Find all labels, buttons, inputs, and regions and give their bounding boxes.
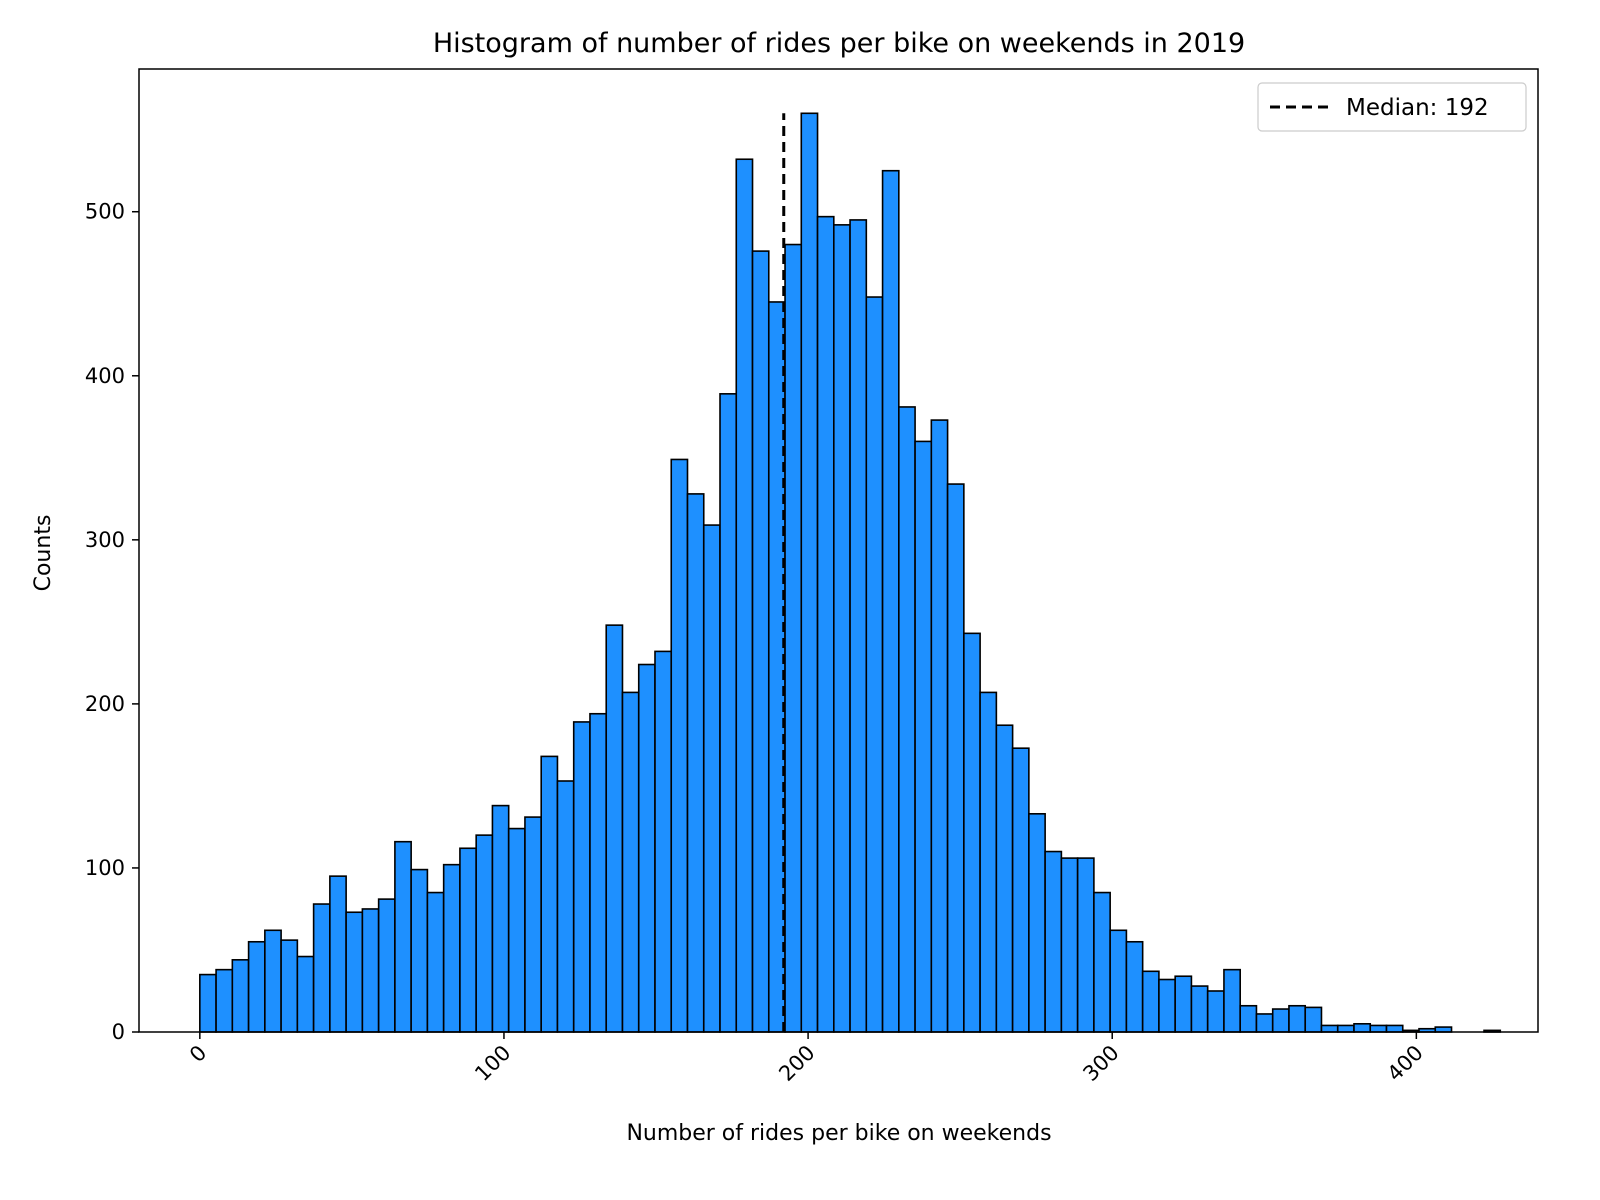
histogram-bar bbox=[1028, 813, 1046, 1033]
histogram-bar bbox=[589, 712, 608, 1033]
histogram-bar bbox=[426, 891, 445, 1033]
histogram-bar bbox=[377, 898, 396, 1033]
y-tick-label: 400 bbox=[85, 364, 125, 388]
histogram-bar bbox=[329, 875, 347, 1033]
histogram-bar bbox=[914, 440, 933, 1033]
histogram-bar bbox=[1288, 1004, 1307, 1033]
histogram-bar bbox=[199, 973, 217, 1033]
legend-median-label: Median: 192 bbox=[1346, 95, 1489, 121]
histogram-bar bbox=[849, 219, 868, 1033]
histogram-bar bbox=[1223, 968, 1241, 1033]
histogram-bar bbox=[215, 968, 234, 1033]
histogram-bar bbox=[1044, 850, 1063, 1033]
histogram-bar bbox=[1174, 975, 1193, 1033]
histogram-bar bbox=[1320, 1024, 1339, 1033]
histogram-bar bbox=[1353, 1022, 1372, 1033]
histogram-bar bbox=[1271, 1008, 1290, 1033]
histogram-bar bbox=[605, 624, 624, 1033]
histogram-bar bbox=[1239, 1004, 1258, 1033]
y-tick-label: 0 bbox=[112, 1020, 125, 1044]
histogram-bar bbox=[800, 112, 819, 1033]
histogram-bar bbox=[410, 868, 429, 1033]
y-axis-label: Counts bbox=[31, 515, 56, 592]
histogram-bar bbox=[1369, 1024, 1388, 1033]
histogram-bar bbox=[312, 903, 331, 1033]
plot-frame bbox=[138, 68, 1539, 1033]
histogram-bar bbox=[621, 691, 640, 1033]
histogram-bar bbox=[637, 663, 656, 1033]
histogram-bar bbox=[767, 301, 786, 1033]
histogram-bar bbox=[816, 215, 835, 1033]
histogram-bar bbox=[280, 939, 299, 1033]
histogram-bar bbox=[1206, 990, 1225, 1033]
histogram-bar bbox=[1255, 1013, 1274, 1033]
histogram-bar bbox=[345, 911, 364, 1033]
y-tick-label: 300 bbox=[85, 528, 125, 552]
histogram-bar bbox=[946, 483, 965, 1033]
histogram-bar bbox=[1109, 929, 1128, 1033]
histogram-bar bbox=[491, 804, 510, 1033]
histogram-bar bbox=[865, 296, 884, 1033]
histogram-bar bbox=[475, 834, 494, 1033]
histogram-bar bbox=[930, 419, 949, 1033]
histogram-bar bbox=[1076, 857, 1095, 1033]
histogram-bar bbox=[995, 724, 1014, 1033]
histogram-bar bbox=[264, 929, 282, 1033]
histogram-bar bbox=[442, 863, 461, 1033]
y-tick-label: 200 bbox=[85, 692, 125, 716]
histogram-bar bbox=[507, 827, 526, 1033]
histogram-bar bbox=[231, 959, 250, 1033]
histogram-bar bbox=[1158, 978, 1176, 1033]
histogram-bar bbox=[1125, 940, 1144, 1033]
histogram-bar bbox=[1011, 747, 1030, 1033]
chart-title: Histogram of number of rides per bike on… bbox=[433, 28, 1245, 59]
histogram-bar bbox=[702, 524, 721, 1033]
legend: Median: 192 bbox=[1257, 82, 1527, 132]
histogram-bar bbox=[1336, 1024, 1355, 1033]
histogram-bar bbox=[296, 955, 315, 1033]
histogram-bar bbox=[735, 158, 754, 1033]
histogram-bar bbox=[524, 816, 542, 1033]
histogram-bar bbox=[1190, 985, 1209, 1033]
histogram-bar bbox=[1385, 1024, 1404, 1033]
histogram-bar bbox=[572, 721, 591, 1033]
histogram-bar bbox=[963, 632, 981, 1033]
histogram-bar bbox=[540, 755, 559, 1033]
histogram-bar bbox=[361, 908, 380, 1033]
legend-box bbox=[1257, 82, 1527, 132]
histogram-bar bbox=[751, 250, 770, 1033]
y-axis: 0 100 200 300 400 500 bbox=[85, 200, 139, 1044]
y-tick-label: 500 bbox=[85, 200, 125, 224]
histogram-bar bbox=[898, 406, 916, 1033]
histogram-bar bbox=[979, 691, 998, 1033]
histogram-bar bbox=[654, 650, 673, 1033]
histogram-bar bbox=[784, 243, 803, 1033]
histogram-bar bbox=[670, 458, 689, 1033]
y-tick-label: 100 bbox=[85, 856, 125, 880]
histogram-bar bbox=[1060, 857, 1079, 1033]
x-axis-label: Number of rides per bike on weekends bbox=[626, 1121, 1051, 1146]
histogram-bar bbox=[1093, 891, 1111, 1033]
histogram-bar bbox=[1304, 1006, 1323, 1033]
histogram-bar bbox=[556, 780, 575, 1033]
histogram-bar bbox=[686, 493, 705, 1033]
histogram-bar bbox=[833, 224, 851, 1033]
histogram-bar bbox=[394, 840, 412, 1033]
histogram-bar bbox=[719, 393, 738, 1033]
histogram-bar bbox=[459, 847, 477, 1033]
histogram-bar bbox=[247, 940, 266, 1033]
histogram-bar bbox=[1141, 970, 1160, 1033]
histogram-bar bbox=[881, 169, 900, 1033]
